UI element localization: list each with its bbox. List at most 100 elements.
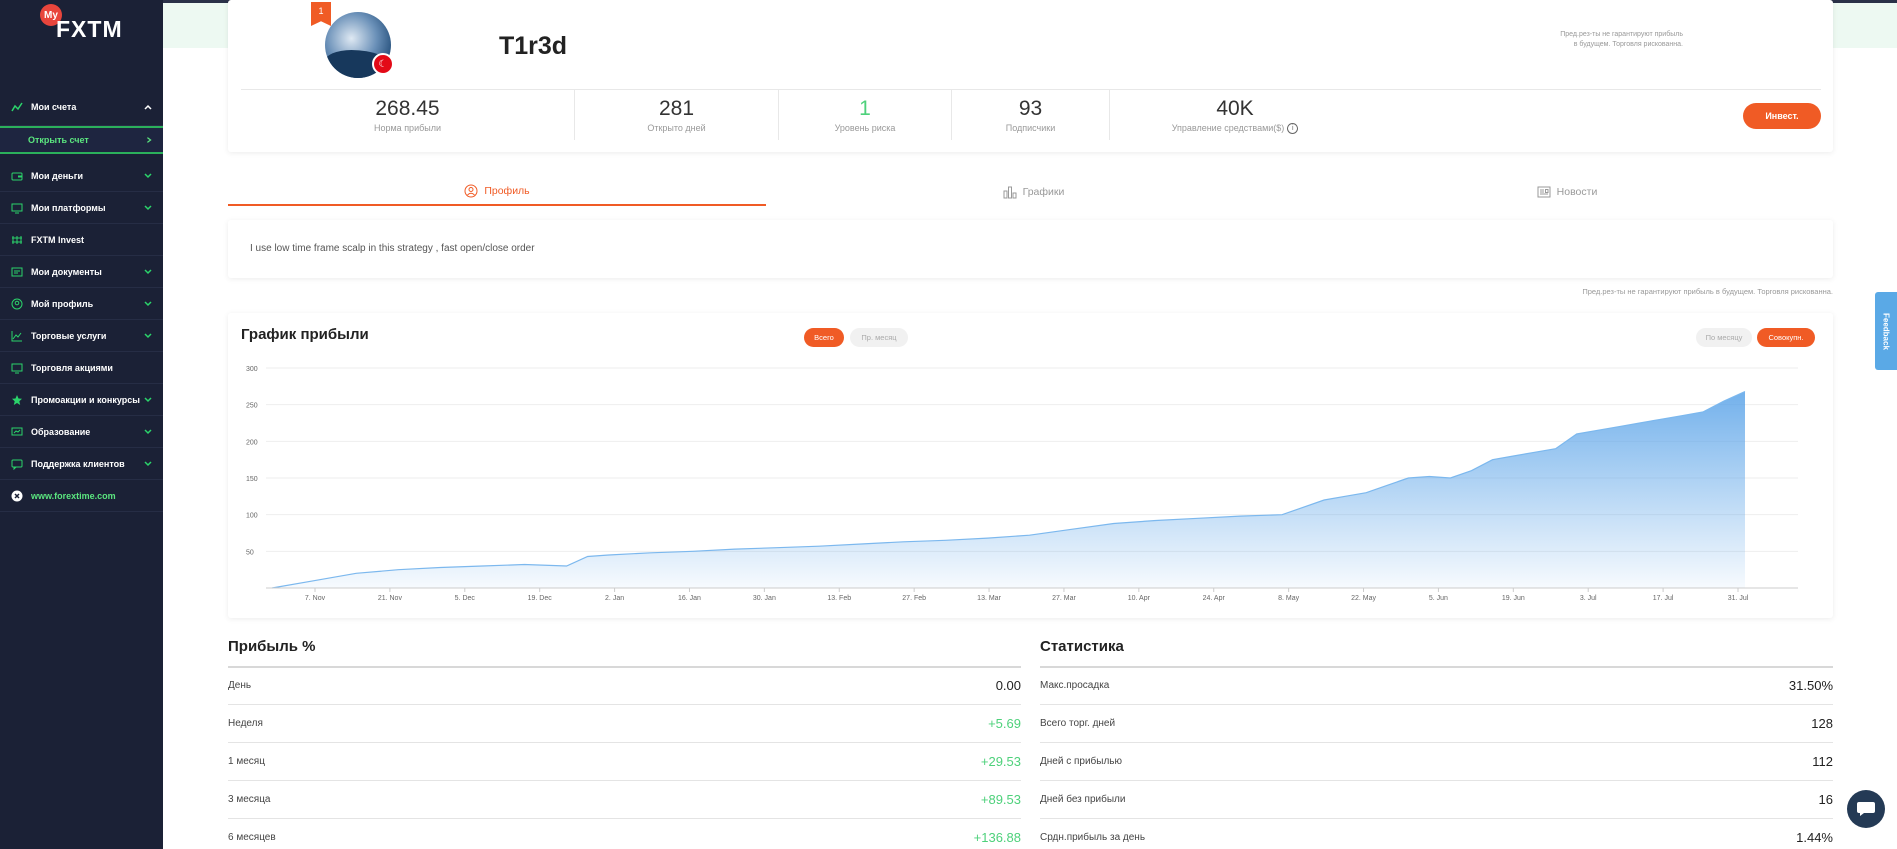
- invest-button[interactable]: Инвест.: [1743, 103, 1821, 129]
- invest-icon: [10, 233, 23, 246]
- sidebar-item-label: Мои деньги: [31, 170, 83, 181]
- stat-label: Управление средствами($): [1171, 123, 1285, 133]
- table-row: Срдн.прибыль за день 1.44%: [1040, 819, 1833, 849]
- y-tick-label: 50: [246, 549, 254, 556]
- fxtm-logo[interactable]: My FXTM: [40, 4, 130, 44]
- sidebar-item-stock-trading[interactable]: Торговля акциями: [0, 352, 163, 384]
- documents-icon: [10, 265, 23, 278]
- sidebar-item-website[interactable]: www.forextime.com: [0, 480, 163, 512]
- row-label: 3 месяца: [228, 794, 271, 805]
- bar-chart-icon: [1003, 186, 1017, 199]
- star-icon: [10, 393, 23, 406]
- monitor-icon: [10, 201, 23, 214]
- row-label: День: [228, 680, 252, 691]
- chevron-down-icon: [144, 460, 152, 466]
- x-tick-label: 16. Jan: [678, 595, 701, 602]
- x-tick-label: 13. Mar: [977, 595, 1001, 602]
- row-label: Макс.просадка: [1040, 680, 1110, 691]
- row-label: Дней с прибылью: [1040, 756, 1123, 767]
- row-label: 1 месяц: [228, 756, 265, 767]
- stats-row: 268.45 Норма прибыли 281 Открыто дней 1 …: [241, 89, 1821, 140]
- pill-last-month[interactable]: Пр. месяц: [850, 328, 908, 347]
- stat-risk-level: 1 Уровень риска: [779, 90, 952, 140]
- stat-value: 281: [658, 97, 695, 120]
- pill-all[interactable]: Всего: [804, 328, 844, 347]
- chart-line-icon: [10, 329, 23, 342]
- sidebar-item-trading-services[interactable]: Торговые услуги: [0, 320, 163, 352]
- table-row: Дней без прибыли 16: [1040, 781, 1833, 819]
- support-icon: [10, 457, 23, 470]
- sidebar-item-label: Открыть счет: [28, 135, 89, 145]
- row-label: Дней без прибыли: [1040, 794, 1126, 805]
- sidebar-item-platforms[interactable]: Мои платформы: [0, 192, 163, 224]
- sidebar-item-fxtm-invest[interactable]: FXTM Invest: [0, 224, 163, 256]
- chat-button[interactable]: [1847, 790, 1885, 828]
- x-tick-label: 19. Dec: [528, 595, 553, 602]
- tab-news[interactable]: Новости: [1301, 178, 1833, 206]
- sidebar-item-open-account[interactable]: Открыть счет: [0, 126, 163, 154]
- profit-chart: 50 100 150 200 250 300 7. Nov 21. Nov 5. Dec 19. …: [246, 366, 1798, 602]
- row-value: 128: [1811, 716, 1833, 731]
- stat-value: 268.45: [375, 97, 440, 120]
- stat-profit-rate: 268.45 Норма прибыли: [241, 90, 575, 140]
- profit-section-title: Прибыль %: [228, 638, 316, 655]
- row-value: 31.50%: [1788, 678, 1833, 693]
- sidebar-item-money[interactable]: Мои деньги: [0, 160, 163, 192]
- feedback-tab[interactable]: Feedback: [1875, 292, 1897, 370]
- profit-chart-card: График прибыли Всего Пр. месяц По месяцу…: [228, 313, 1833, 618]
- main-content: 1 ☾ T1r3d Пред.рез-ты не гарантируют при…: [163, 0, 1897, 849]
- statistics-section-title: Статистика: [1040, 638, 1124, 655]
- row-value: 112: [1812, 754, 1833, 769]
- sidebar-item-support[interactable]: Поддержка клиентов: [0, 448, 163, 480]
- table-row: Неделя +5.69: [228, 705, 1021, 743]
- sidebar-item-accounts[interactable]: Мои счета: [0, 88, 163, 126]
- tab-charts[interactable]: Графики: [766, 178, 1301, 206]
- trader-card: 1 ☾ T1r3d Пред.рез-ты не гарантируют при…: [228, 0, 1833, 152]
- x-tick-label: 30. Jan: [753, 595, 776, 602]
- stat-days-open: 281 Открыто дней: [575, 90, 779, 140]
- x-tick-label: 27. Mar: [1052, 595, 1076, 602]
- rank-tag: 1: [311, 2, 331, 26]
- stat-label: Норма прибыли: [373, 123, 441, 133]
- info-icon[interactable]: i: [1287, 122, 1299, 134]
- sidebar-item-documents[interactable]: Мои документы: [0, 256, 163, 288]
- x-tick-label: 8. May: [1278, 595, 1300, 602]
- chevron-down-icon: [144, 268, 152, 274]
- tab-label: Профиль: [484, 185, 530, 197]
- tab-profile[interactable]: Профиль: [228, 178, 766, 206]
- y-tick-label: 100: [246, 513, 258, 520]
- stat-label-wrap: Управление средствами($) i: [1171, 122, 1299, 134]
- row-value: +136.88: [973, 830, 1021, 845]
- x-tick-label: 13. Feb: [827, 595, 851, 602]
- sidebar-item-promotions[interactable]: Промоакции и конкурсы: [0, 384, 163, 416]
- sidebar-item-label: Образование: [31, 426, 91, 437]
- chat-icon: [1857, 802, 1875, 816]
- x-tick-label: 17. Jul: [1653, 595, 1674, 602]
- stat-label: Уровень риска: [834, 123, 896, 133]
- sidebar-item-label: Мои счета: [31, 101, 77, 112]
- y-tick-label: 200: [246, 439, 258, 446]
- x-tick-label: 21. Nov: [378, 595, 403, 602]
- x-tick-label: 31. Jul: [1728, 595, 1749, 602]
- x-tick-label: 24. Apr: [1203, 595, 1226, 602]
- x-tick-label: 3. Jul: [1580, 595, 1597, 602]
- row-value: +5.69: [988, 716, 1021, 731]
- x-tick-label: 22. May: [1351, 595, 1376, 602]
- y-tick-label: 300: [246, 366, 258, 373]
- pill-per-month[interactable]: По месяцу: [1696, 328, 1752, 347]
- user-icon: [10, 297, 23, 310]
- pill-cumulative[interactable]: Совокупн.: [1757, 328, 1815, 347]
- table-row: 1 месяц +29.53: [228, 743, 1021, 781]
- stat-label: Подписчики: [1005, 123, 1056, 133]
- stat-funds-managed: 40K Управление средствами($) i: [1110, 90, 1360, 140]
- table-row: День 0.00: [228, 667, 1021, 705]
- turkey-flag-icon: ☾: [372, 53, 394, 75]
- statistics-table: Макс.просадка 31.50% Всего торг. дней 128 …: [1040, 667, 1833, 849]
- x-tick-label: 2. Jan: [605, 595, 624, 602]
- chevron-down-icon: [144, 396, 152, 402]
- logo-badge: My: [40, 4, 62, 26]
- sidebar-item-profile[interactable]: Мой профиль: [0, 288, 163, 320]
- sidebar-item-education[interactable]: Образование: [0, 416, 163, 448]
- y-tick-label: 250: [246, 403, 258, 410]
- sidebar-item-label: Мои платформы: [31, 202, 106, 213]
